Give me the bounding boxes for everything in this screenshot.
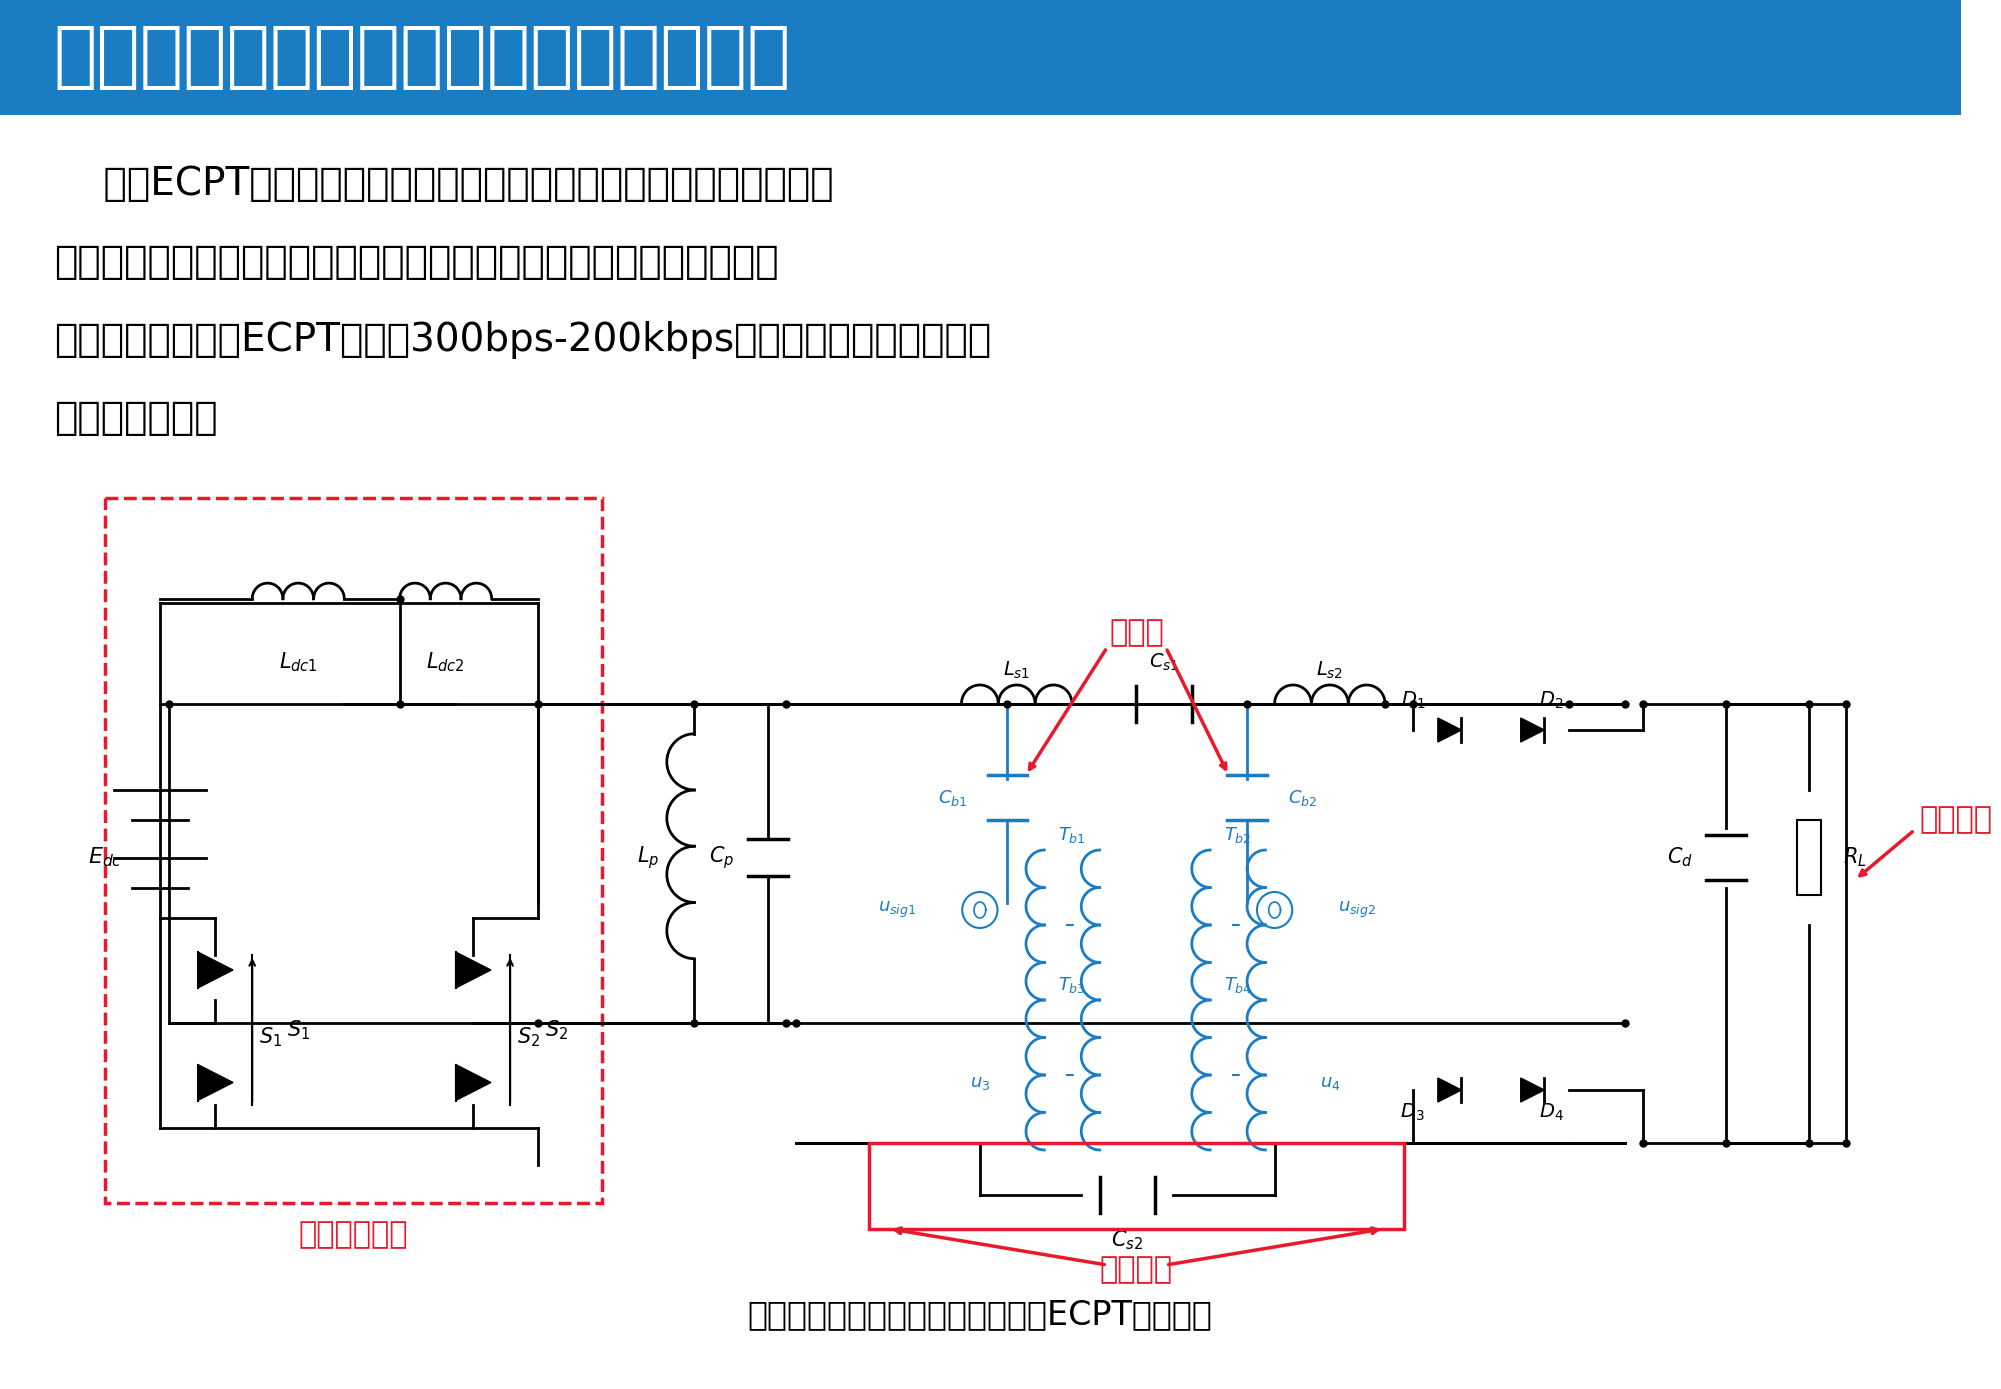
Polygon shape (1439, 718, 1461, 742)
Polygon shape (198, 1064, 232, 1100)
Text: $u_4$: $u_4$ (1319, 1074, 1341, 1092)
Text: $u_{sig2}$: $u_{sig2}$ (1339, 900, 1377, 920)
Text: 针对ECPT系统对电能与信号并行传输的一般性需求，提出了一种基: 针对ECPT系统对电能与信号并行传输的一般性需求，提出了一种基 (54, 165, 834, 203)
Text: $C_d$: $C_d$ (1667, 846, 1693, 870)
Text: 抑制方法，实现了ECPT系统在300bps-200kbps速率范围内的的全双工的: 抑制方法，实现了ECPT系统在300bps-200kbps速率范围内的的全双工的 (54, 321, 990, 358)
Text: $L_{dc1}$: $L_{dc1}$ (278, 650, 318, 674)
Text: $S_2$: $S_2$ (516, 1025, 540, 1049)
Text: $L_p$: $L_p$ (636, 845, 660, 871)
Text: $L_{s1}$: $L_{s1}$ (1003, 660, 1031, 681)
Text: 全双工通信的能量与信号并行传输ECPT系统电路: 全双工通信的能量与信号并行传输ECPT系统电路 (748, 1299, 1213, 1332)
Text: 电能传输电源: 电能传输电源 (298, 1221, 408, 1250)
Text: $T_{b1}$: $T_{b1}$ (1059, 825, 1087, 845)
Bar (104, 497, 602, 1203)
Text: 信号检测: 信号检测 (1101, 1256, 1173, 1285)
Text: 信号源: 信号源 (1109, 618, 1165, 647)
Text: $C_{s1}$: $C_{s1}$ (1149, 651, 1179, 674)
Polygon shape (1521, 718, 1545, 742)
Text: $D_3$: $D_3$ (1401, 1101, 1425, 1124)
Text: 无线信号传输。: 无线信号传输。 (54, 399, 218, 438)
Bar (0, 0, 1961, 115)
Text: 研究成果二：电能与信号并行传输技术: 研究成果二：电能与信号并行传输技术 (54, 24, 790, 92)
Text: 功率负载: 功率负载 (1919, 806, 1993, 835)
Text: $C_p$: $C_p$ (710, 845, 734, 871)
Text: $C_{b1}$: $C_{b1}$ (938, 788, 966, 807)
Text: $C_{s2}$: $C_{s2}$ (1111, 1228, 1143, 1251)
Text: $u_{sig1}$: $u_{sig1}$ (878, 900, 916, 920)
Text: $L_{s2}$: $L_{s2}$ (1317, 660, 1343, 681)
Polygon shape (456, 951, 490, 988)
Polygon shape (456, 1064, 490, 1100)
Text: $D_2$: $D_2$ (1539, 689, 1563, 711)
Bar (868, 1143, 1403, 1229)
Bar (1797, 820, 1821, 895)
Polygon shape (1439, 1078, 1461, 1101)
Text: $C_{b2}$: $C_{b2}$ (1287, 788, 1317, 807)
Text: 于阻抗隔离的电场耦合无线电能与信号并行传输方法以及同端于扰信号: 于阻抗隔离的电场耦合无线电能与信号并行传输方法以及同端于扰信号 (54, 243, 778, 281)
Polygon shape (1521, 1078, 1545, 1101)
Text: $S_1$: $S_1$ (286, 1018, 310, 1042)
Text: $S_2$: $S_2$ (544, 1018, 568, 1042)
Text: $D_1$: $D_1$ (1401, 689, 1425, 711)
Text: $E_{dc}$: $E_{dc}$ (88, 846, 122, 870)
Text: $T_{b2}$: $T_{b2}$ (1225, 825, 1253, 845)
Text: $S_1$: $S_1$ (258, 1025, 282, 1049)
Text: $u_3$: $u_3$ (970, 1074, 990, 1092)
Text: $R_L$: $R_L$ (1843, 846, 1867, 870)
Text: $D_4$: $D_4$ (1539, 1101, 1563, 1124)
Polygon shape (198, 951, 232, 988)
Text: $T_{b4}$: $T_{b4}$ (1225, 975, 1253, 995)
Text: $L_{dc2}$: $L_{dc2}$ (426, 650, 464, 674)
Text: $T_{b3}$: $T_{b3}$ (1059, 975, 1087, 995)
